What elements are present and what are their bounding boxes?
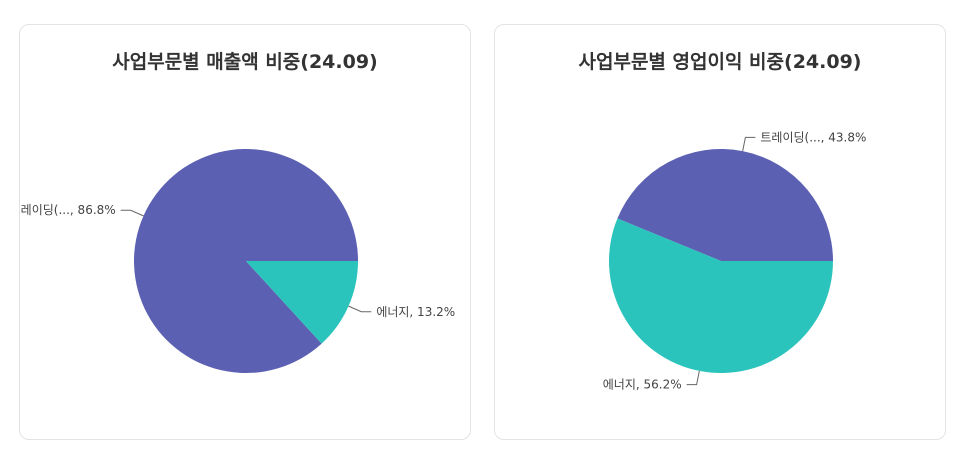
chart-title: 사업부문별 매출액 비중(24.09) [112,51,378,73]
chart-title: 사업부문별 영업이익 비중(24.09) [578,51,862,73]
label-leader-line [742,136,756,152]
revenue-pie-chart: 트레이딩(..., 86.8% 에너지, 13.2% [20,149,455,374]
slice-label: 트레이딩(..., 86.8% [20,203,116,217]
pie-slice[interactable] [609,218,833,373]
chart-card-revenue: 사업부문별 매출액 비중(24.09) 트레이딩(..., 86.8% 에너지, … [19,24,471,440]
pie-slice[interactable] [617,148,833,261]
slice-label: 트레이딩(..., 43.8% [760,130,866,144]
label-leader-line [120,209,144,217]
label-leader-line [348,305,372,313]
slice-label: 에너지, 56.2% [603,378,682,392]
chart-card-operating-profit: 사업부문별 영업이익 비중(24.09) 트레이딩(..., 43.8% 에너지,… [494,24,946,440]
slice-label: 에너지, 13.2% [376,305,455,319]
operating-profit-pie-chart: 트레이딩(..., 43.8% 에너지, 56.2% [603,130,867,392]
pie-slice[interactable] [133,149,358,374]
pie-slice[interactable] [246,261,358,344]
label-leader-line [686,370,700,386]
